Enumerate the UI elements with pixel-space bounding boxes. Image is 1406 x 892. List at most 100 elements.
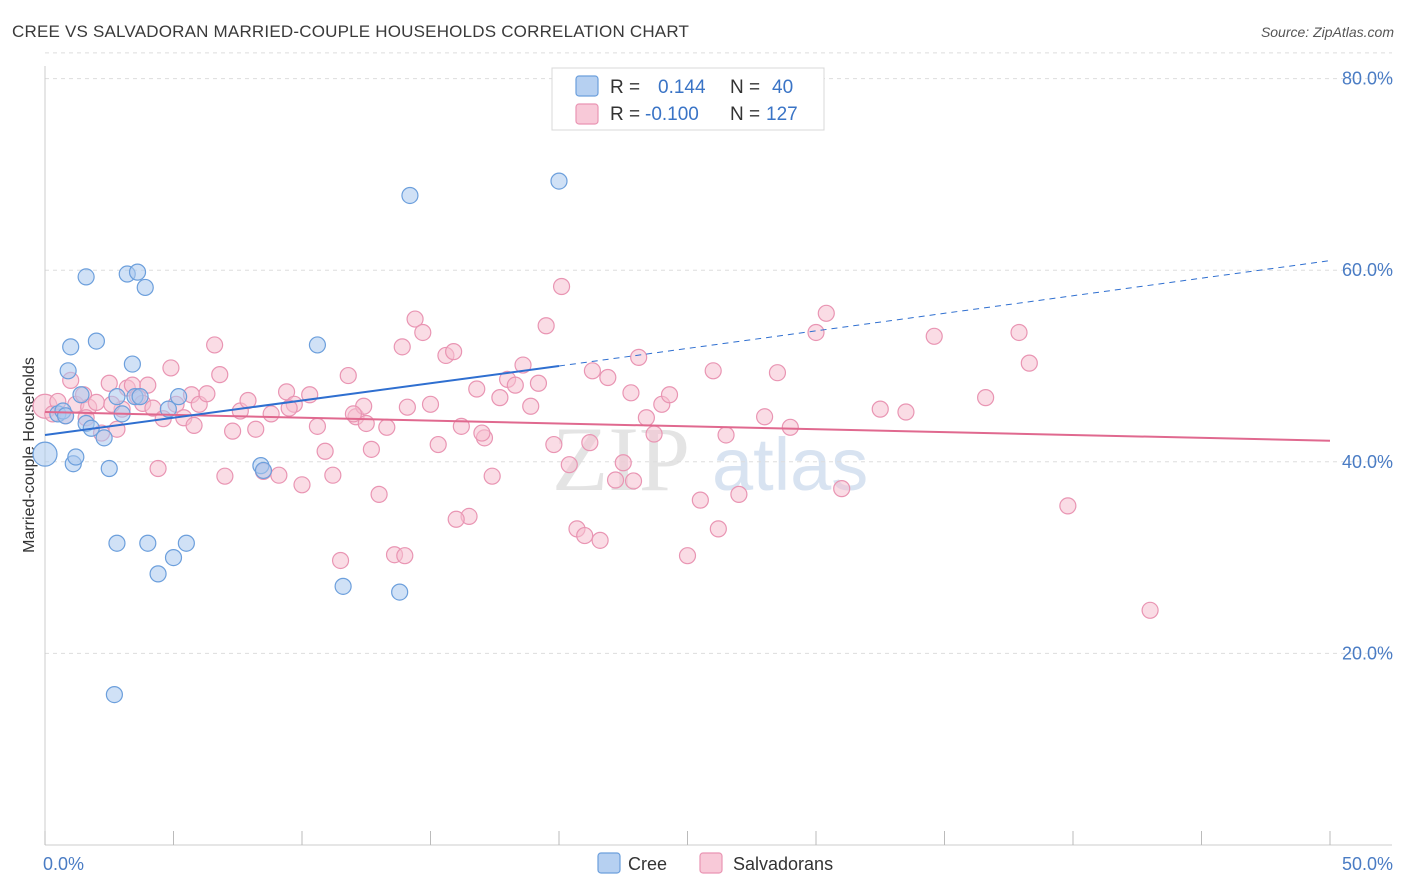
cree-point-29 (170, 388, 188, 406)
cree-point-22 (128, 263, 147, 281)
salv-point-74 (560, 456, 578, 474)
salv-point-94 (768, 364, 787, 382)
salv-point-105 (1059, 497, 1077, 515)
salv-point-55 (414, 323, 432, 342)
salv-point-99 (871, 400, 889, 418)
cree-trend-line (44, 365, 560, 436)
cree-point-0 (32, 441, 58, 467)
cree-point-32 (254, 461, 273, 480)
salv-point-103 (1010, 323, 1028, 342)
salv-point-41 (308, 417, 327, 435)
salv-point-44 (331, 551, 350, 570)
salv-point-112 (396, 547, 414, 565)
trend-lines (44, 260, 1331, 442)
salv-point-57 (429, 435, 447, 454)
cree-point-36 (401, 186, 419, 205)
salv-point-68 (514, 356, 532, 374)
cree-point-37 (550, 172, 568, 190)
cree-point-17 (108, 534, 126, 552)
salv-point-118 (357, 414, 375, 433)
cree-point-16 (108, 388, 126, 406)
cree-point-23 (131, 388, 149, 406)
cree-trend-extension (558, 260, 1331, 367)
cree-point-28 (164, 548, 183, 567)
x-tick-label-min: 0.0% (43, 854, 84, 874)
salv-point-73 (552, 277, 571, 296)
salv-point-10 (100, 374, 118, 392)
salv-point-95 (781, 418, 799, 436)
legend-bottom-cree-label: Cree (628, 854, 667, 874)
cree-point-35 (391, 583, 409, 601)
salv-point-101 (925, 327, 943, 345)
salv-point-116 (624, 472, 643, 490)
salv-point-96 (807, 323, 825, 342)
salv-point-83 (630, 348, 648, 366)
y-tick-labels: 20.0% 40.0% 60.0% 80.0% (1342, 69, 1393, 664)
cree-point-24 (136, 278, 154, 297)
salv-point-87 (660, 386, 679, 404)
source-note: Source: ZipAtlas.com (1260, 24, 1394, 40)
y-tick-label-60: 60.0% (1342, 260, 1393, 280)
salv-point-43 (324, 466, 342, 484)
salv-point-115 (581, 434, 599, 452)
salv-point-90 (704, 362, 722, 380)
salv-point-91 (717, 426, 735, 444)
salv-point-48 (362, 440, 380, 458)
salv-point-78 (591, 531, 609, 549)
salv-point-70 (529, 374, 548, 392)
x-tick-labels: 0.0% 50.0% (43, 854, 1393, 874)
salv-point-21 (162, 359, 180, 377)
salv-point-80 (606, 471, 625, 489)
chart-title: CREE VS SALVADORAN MARRIED-COUPLE HOUSEH… (12, 22, 690, 41)
salv-point-27 (206, 336, 224, 354)
salv-point-37 (277, 383, 296, 401)
salv-point-39 (293, 476, 311, 494)
salv-point-104 (1020, 354, 1038, 372)
salv-point-33 (247, 420, 265, 438)
salv-point-65 (491, 389, 509, 407)
salv-point-50 (378, 418, 396, 436)
salv-point-97 (817, 304, 835, 322)
cree-point-8 (72, 386, 90, 404)
salv-point-8 (87, 393, 106, 412)
salv-point-52 (393, 338, 411, 356)
cree-point-7 (67, 448, 85, 466)
salv-point-64 (483, 467, 501, 485)
salv-point-26 (198, 385, 216, 403)
cree-point-12 (87, 332, 106, 350)
legend-bottom-salv-label: Salvadorans (733, 854, 833, 874)
salvadorans-points (32, 277, 1159, 619)
cree-point-5 (62, 338, 80, 356)
salv-point-109 (185, 416, 203, 434)
legend-salv-r-value: -0.100 (645, 104, 699, 125)
salv-point-69 (522, 397, 540, 415)
salv-point-62 (468, 380, 486, 398)
cree-point-26 (149, 565, 167, 583)
salv-point-42 (316, 442, 334, 460)
cree-point-4 (59, 362, 77, 380)
legend-salv-n-value: 127 (766, 104, 798, 125)
cree-point-15 (105, 685, 123, 704)
legend-salv-n-label: N = (730, 104, 760, 125)
legend-salv-r-label: R = (610, 104, 640, 125)
legend-cree-swatch (575, 75, 599, 97)
legend-cree-r-value: 0.144 (658, 77, 706, 98)
y-tick-label-80: 80.0% (1342, 69, 1393, 89)
salv-point-92 (730, 485, 748, 503)
salv-point-98 (833, 480, 851, 498)
y-tick-label-40: 40.0% (1342, 452, 1393, 472)
cree-point-30 (177, 534, 195, 552)
cree-point-27 (159, 400, 177, 418)
gridlines (45, 52, 1392, 654)
cree-point-3 (56, 407, 75, 425)
cree-point-25 (139, 534, 157, 552)
legend-top: R = 0.144 N = 40 R = -0.100 N = 127 (551, 67, 825, 131)
cree-point-20 (123, 355, 141, 373)
salv-point-59 (445, 343, 463, 361)
salv-point-114 (473, 424, 491, 442)
salv-point-45 (339, 366, 357, 385)
salv-point-56 (421, 395, 440, 413)
x-tick-label-max: 50.0% (1342, 854, 1393, 874)
cree-point-14 (100, 459, 118, 478)
